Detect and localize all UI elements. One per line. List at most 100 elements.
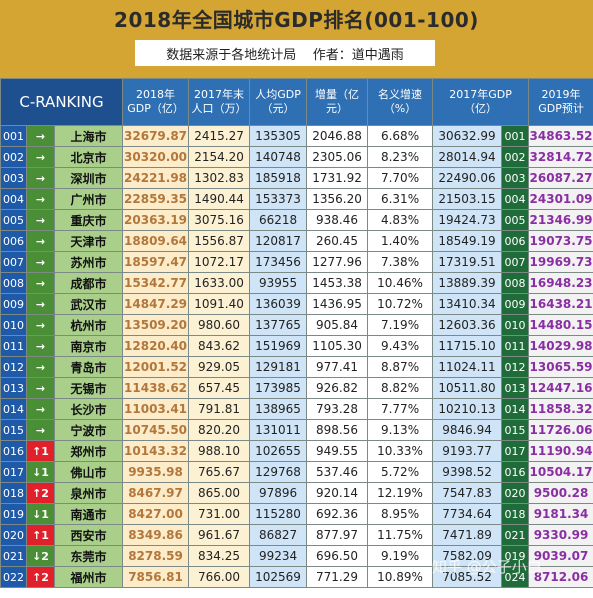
rank-number-cell: 016 — [0, 440, 27, 462]
per-capita-gdp-cell: 86827 — [249, 524, 308, 546]
table-row: 006 → 天津市 18809.64 1556.87 120817 260.45 1.40% 1… — [0, 230, 593, 252]
population-2017-cell: 1633.00 — [188, 272, 251, 294]
header-row: C-RANKING 2018年 GDP（亿） 2017年末 人口（万） 人均GDP （… — [0, 78, 593, 126]
rank-change-cell: → — [26, 251, 55, 273]
gdp-2018-cell: 11003.41 — [122, 398, 190, 420]
rank-2017-cell: 021 — [501, 524, 530, 546]
population-2017-cell: 1302.83 — [188, 167, 251, 189]
header-population-2017: 2017年末 人口（万） — [188, 78, 251, 126]
gdp-2018-cell: 24221.98 — [122, 167, 190, 189]
nominal-rate-cell: 9.19% — [367, 545, 434, 567]
rank-number-cell: 001 — [0, 125, 27, 147]
increase-cell: 977.41 — [306, 356, 369, 378]
city-name-cell: 重庆市 — [53, 209, 124, 231]
rank-change-cell: → — [26, 167, 55, 189]
nominal-rate-cell: 5.72% — [367, 461, 434, 483]
rank-change-cell: ↑2 — [26, 566, 55, 588]
rank-change-cell: ↓2 — [26, 545, 55, 567]
nominal-rate-cell: 10.33% — [367, 440, 434, 462]
table-row: 011 → 南京市 12820.40 843.62 151969 1105.30 9.43% 1… — [0, 335, 593, 357]
increase-cell: 877.97 — [306, 524, 369, 546]
nominal-rate-cell: 9.43% — [367, 335, 434, 357]
gdp-2019-forecast-cell: 8712.06 — [528, 566, 593, 588]
rank-2017-cell: 024 — [501, 566, 530, 588]
per-capita-gdp-cell: 131011 — [249, 419, 308, 441]
city-name-cell: 广州市 — [53, 188, 124, 210]
rank-number-cell: 015 — [0, 419, 27, 441]
gdp-2019-forecast-cell: 11190.94 — [528, 440, 593, 462]
header-nominal-rate: 名义增速 （%） — [367, 78, 434, 126]
per-capita-gdp-cell: 129768 — [249, 461, 308, 483]
table-row: 020 ↑1 西安市 8349.86 961.67 86827 877.97 11.75% 74… — [0, 524, 593, 546]
gdp-2017-cell: 10210.13 — [432, 398, 503, 420]
increase-cell: 905.84 — [306, 314, 369, 336]
gdp-2018-cell: 32679.87 — [122, 125, 190, 147]
increase-cell: 949.55 — [306, 440, 369, 462]
rank-number-cell: 008 — [0, 272, 27, 294]
rank-change-cell: ↓1 — [26, 503, 55, 525]
table-row: 012 → 青岛市 12001.52 929.05 129181 977.41 8.87% 11… — [0, 356, 593, 378]
per-capita-gdp-cell: 136039 — [249, 293, 308, 315]
increase-cell: 696.50 — [306, 545, 369, 567]
table-row: 019 ↓1 南通市 8427.00 731.00 115280 692.36 8.95% 77… — [0, 503, 593, 525]
table-row: 015 → 宁波市 10745.50 820.20 131011 898.56 9.13% 98… — [0, 419, 593, 441]
header-label: 人均GDP （元） — [255, 88, 301, 115]
table-row: 010 → 杭州市 13509.20 980.60 137765 905.84 7.19% 12… — [0, 314, 593, 336]
gdp-2018-cell: 7856.81 — [122, 566, 190, 588]
gdp-2019-forecast-cell: 9039.07 — [528, 545, 593, 567]
table-row: 014 → 长沙市 11003.41 791.81 138965 793.28 7.77% 10… — [0, 398, 593, 420]
population-2017-cell: 766.00 — [188, 566, 251, 588]
source-note: 数据来源于各地统计局 作者：道中遇雨 — [135, 40, 435, 66]
rank-2017-cell: 020 — [501, 482, 530, 504]
gdp-2019-forecast-cell: 11726.06 — [528, 419, 593, 441]
table-row: 016 ↑1 郑州市 10143.32 988.10 102655 949.55 10.33%… — [0, 440, 593, 462]
header-label: 2017年末 人口（万） — [191, 88, 247, 115]
gdp-2017-cell: 13410.34 — [432, 293, 503, 315]
rank-2017-cell: 012 — [501, 356, 530, 378]
table-row: 001 → 上海市 32679.87 2415.27 135305 2046.88 6.68%… — [0, 125, 593, 147]
header-increase: 增量（亿 元） — [306, 78, 369, 126]
rank-number-cell: 002 — [0, 146, 27, 168]
rank-change-cell: → — [26, 125, 55, 147]
rank-change-cell: → — [26, 335, 55, 357]
population-2017-cell: 961.67 — [188, 524, 251, 546]
gdp-2017-cell: 22490.06 — [432, 167, 503, 189]
nominal-rate-cell: 8.82% — [367, 377, 434, 399]
rank-number-cell: 019 — [0, 503, 27, 525]
table-row: 003 → 深圳市 24221.98 1302.83 185918 1731.92 7.70%… — [0, 167, 593, 189]
page-title: 2018年全国城市GDP排名(001-100) — [114, 8, 479, 32]
population-2017-cell: 1091.40 — [188, 293, 251, 315]
city-name-cell: 无锡市 — [53, 377, 124, 399]
nominal-rate-cell: 10.46% — [367, 272, 434, 294]
rank-2017-cell: 005 — [501, 209, 530, 231]
per-capita-gdp-cell: 135305 — [249, 125, 308, 147]
gdp-2017-cell: 11715.10 — [432, 335, 503, 357]
gdp-2019-forecast-cell: 13065.59 — [528, 356, 593, 378]
rank-number-cell: 017 — [0, 461, 27, 483]
city-name-cell: 泉州市 — [53, 482, 124, 504]
per-capita-gdp-cell: 115280 — [249, 503, 308, 525]
increase-cell: 2046.88 — [306, 125, 369, 147]
table-row: 021 ↓2 东莞市 8278.59 834.25 99234 696.50 9.19% 758… — [0, 545, 593, 567]
increase-cell: 793.28 — [306, 398, 369, 420]
city-name-cell: 南京市 — [53, 335, 124, 357]
gdp-2017-cell: 7582.09 — [432, 545, 503, 567]
gdp-2017-cell: 18549.19 — [432, 230, 503, 252]
gdp-2017-cell: 9846.94 — [432, 419, 503, 441]
rank-number-cell: 005 — [0, 209, 27, 231]
gdp-2017-cell: 11024.11 — [432, 356, 503, 378]
gdp-2019-forecast-cell: 9500.28 — [528, 482, 593, 504]
increase-cell: 1453.38 — [306, 272, 369, 294]
header-label: 2019年 GDP预计 — [538, 88, 584, 115]
gdp-2017-cell: 12603.36 — [432, 314, 503, 336]
rank-number-cell: 012 — [0, 356, 27, 378]
per-capita-gdp-cell: 137765 — [249, 314, 308, 336]
gdp-2019-forecast-cell: 12447.16 — [528, 377, 593, 399]
gdp-2017-cell: 7547.83 — [432, 482, 503, 504]
rank-2017-cell: 007 — [501, 251, 530, 273]
gdp-2018-cell: 8278.59 — [122, 545, 190, 567]
gdp-2018-cell: 12820.40 — [122, 335, 190, 357]
city-name-cell: 郑州市 — [53, 440, 124, 462]
gdp-2019-forecast-cell: 14029.98 — [528, 335, 593, 357]
gdp-2018-cell: 8427.00 — [122, 503, 190, 525]
